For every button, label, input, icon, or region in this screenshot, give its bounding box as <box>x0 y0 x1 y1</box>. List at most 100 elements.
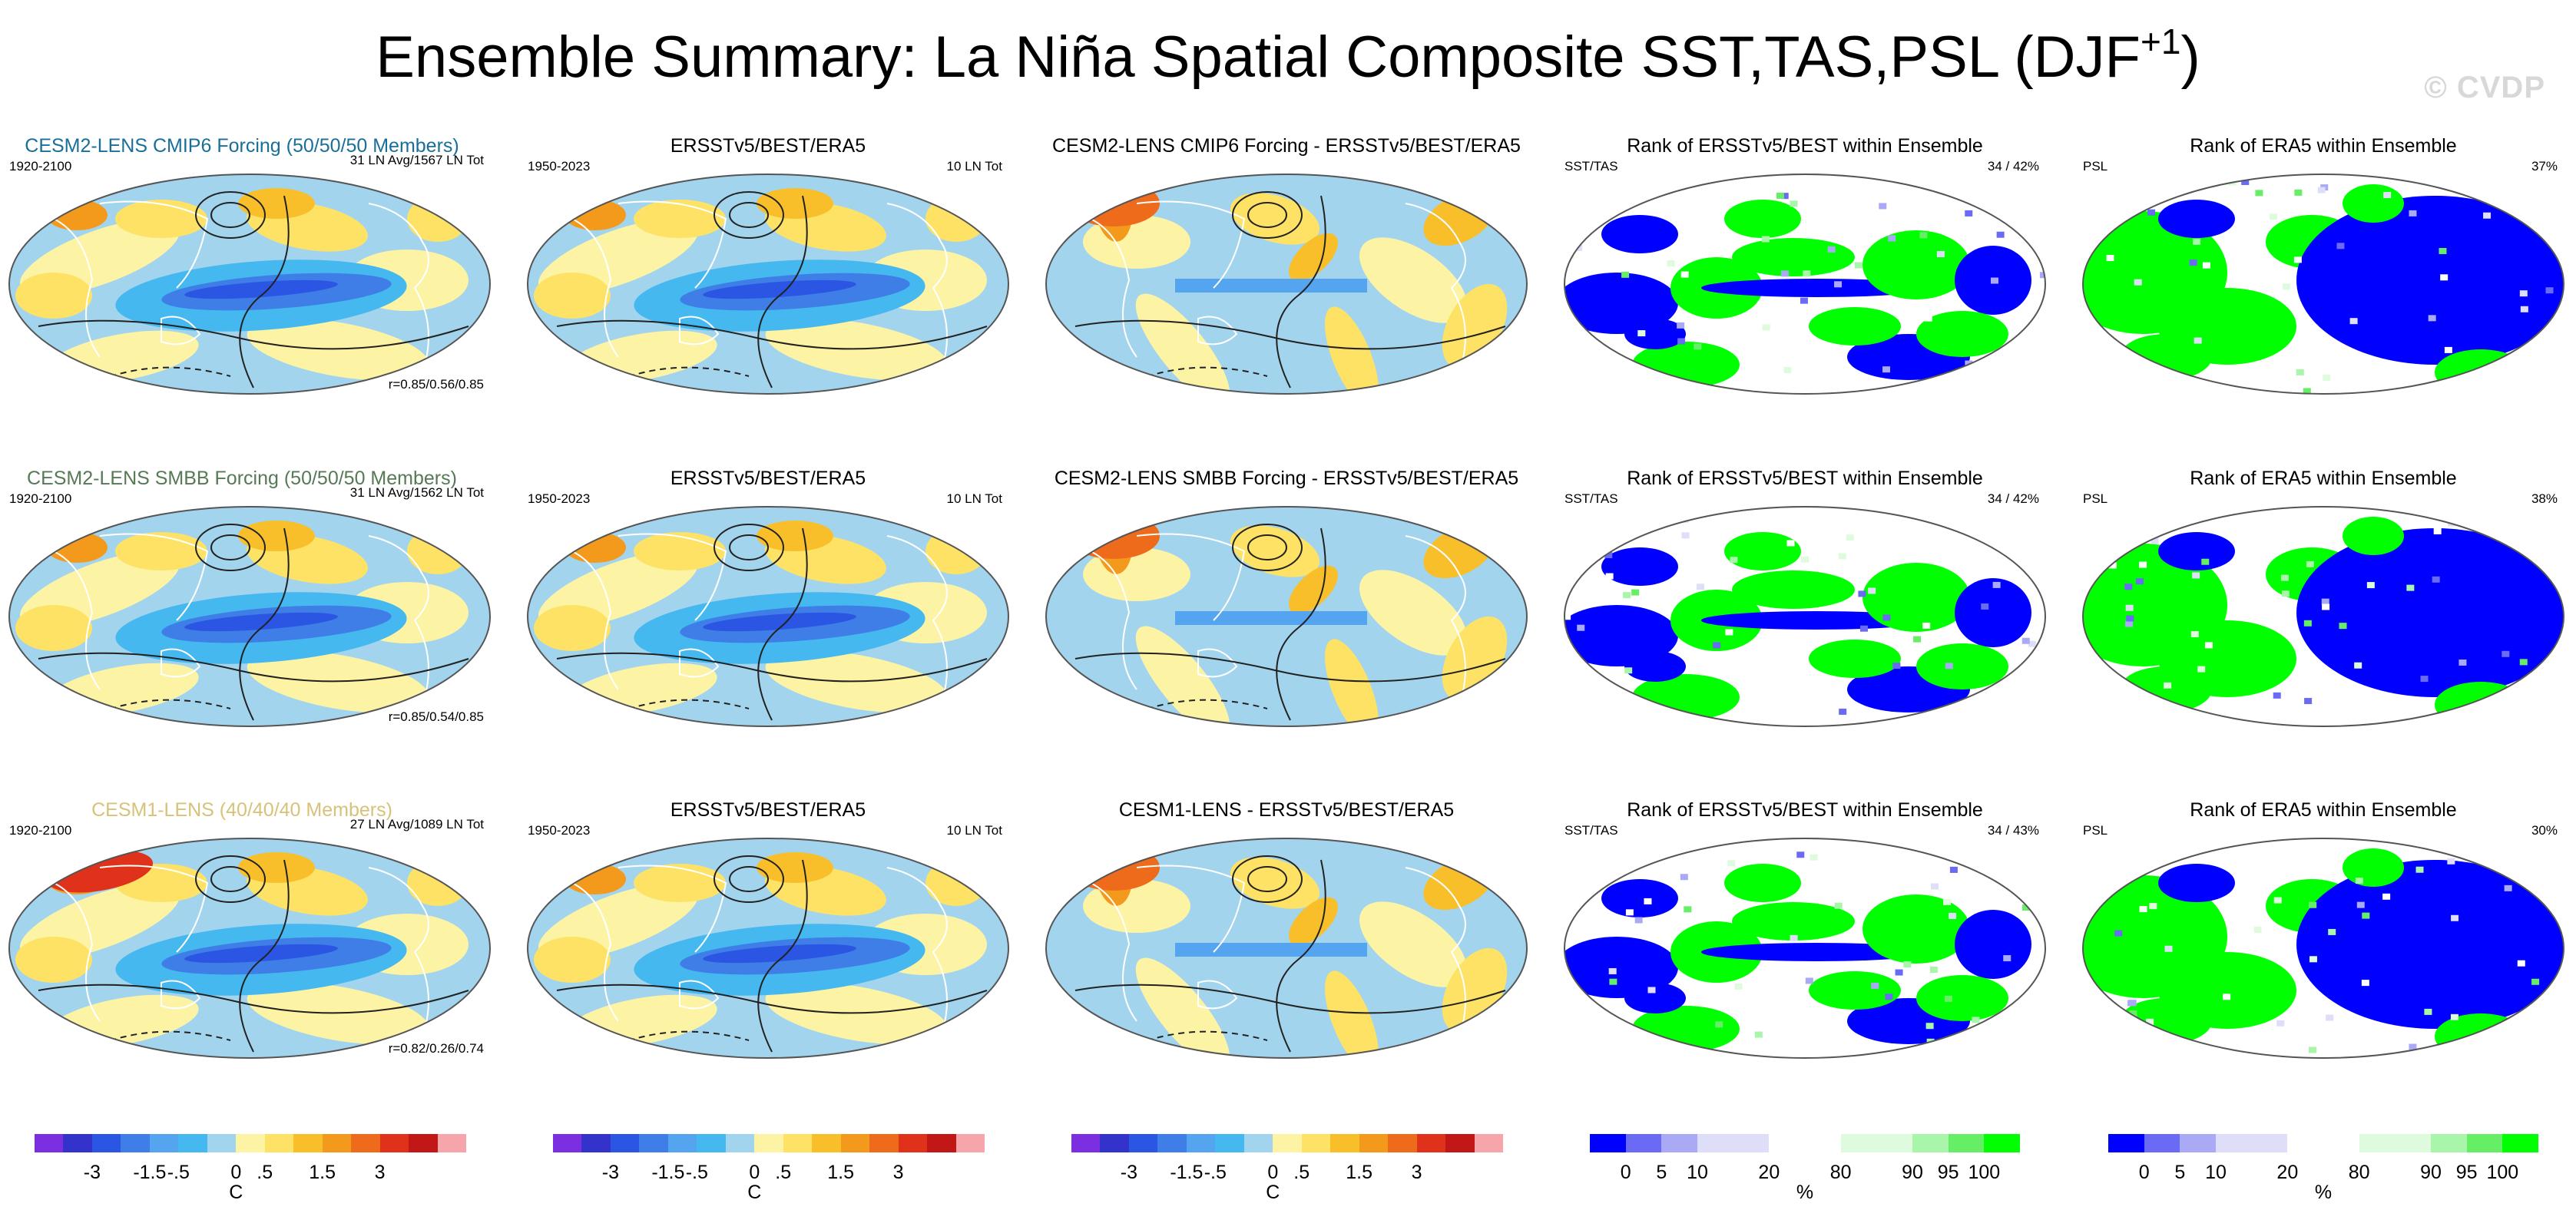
colorbar-swatch <box>2359 1134 2432 1152</box>
rank-cell <box>2551 855 2560 862</box>
rank-cell <box>1623 592 1631 599</box>
rank-cell <box>2309 901 2317 908</box>
rank-cell <box>2326 1014 2334 1021</box>
rank-cell <box>1944 995 1952 1002</box>
colorbar-swatch <box>667 1134 697 1152</box>
colorbar-tick-label: .5 <box>1293 1162 1310 1183</box>
colorbar-swatch <box>409 1134 439 1152</box>
high-rank-region <box>1862 894 1970 964</box>
map-panel-model: CESM2-LENS CMIP6 Forcing (50/50/50 Membe… <box>8 134 492 405</box>
psl-contour <box>195 855 266 903</box>
rank-cell <box>1730 557 1738 564</box>
rank-cell <box>2520 306 2528 312</box>
map-model <box>8 505 492 732</box>
colorbar-swatch <box>610 1134 640 1152</box>
rank-cell <box>2304 698 2313 705</box>
rank-cell <box>1885 994 1893 1000</box>
africa-outline <box>571 218 619 358</box>
map-psl <box>2081 505 2565 732</box>
panel-title: ERSSTv5/BEST/ERA5 <box>670 799 866 821</box>
psl-contour <box>729 866 769 892</box>
rank-cell <box>2083 722 2091 726</box>
rank-cell <box>2531 978 2540 985</box>
rank-cell <box>2356 901 2365 908</box>
colorbar-tick-label: .5 <box>257 1162 273 1183</box>
rank-cell <box>2146 508 2154 514</box>
rank-cell <box>2164 682 2172 689</box>
rank-cell <box>1564 613 1571 620</box>
colorbar-tick-label: 90 <box>1902 1162 1923 1183</box>
warm-anomaly <box>238 521 315 551</box>
map-border <box>8 506 491 727</box>
panel-title: Rank of ERA5 within Ensemble <box>2190 468 2457 489</box>
colorbar-tick-label: -3 <box>83 1162 101 1183</box>
rank-cell <box>2147 209 2156 216</box>
rank-cell <box>2440 274 2449 281</box>
rank-cell <box>1922 622 1931 629</box>
colorbar-swatch <box>955 1134 985 1152</box>
figure-title-main: Ensemble Summary: La Niña Spatial Compos… <box>376 25 2141 90</box>
rank-cell <box>1677 338 1686 345</box>
rank-cell <box>2149 903 2157 910</box>
low-rank-region <box>1601 215 1678 253</box>
colorbar-swatch <box>236 1134 266 1152</box>
rank-cell <box>1684 906 1692 913</box>
rank-cell <box>2038 895 2045 902</box>
colorbar-unit: C <box>1266 1182 1280 1203</box>
colorbar-swatch <box>1625 1134 1662 1152</box>
warm-anomaly <box>1068 845 1160 891</box>
map-border <box>1045 838 1528 1059</box>
rank-cell <box>1694 343 1702 350</box>
asia-outline <box>1136 865 1246 953</box>
rank-cell <box>1609 978 1617 985</box>
rank-cell <box>1587 382 1595 388</box>
figure-title: Ensemble Summary: La Niña Spatial Compos… <box>0 23 2576 92</box>
rank-cell <box>2139 906 2147 913</box>
rank-cell <box>2223 994 2231 1000</box>
high-rank-region <box>1809 307 1901 346</box>
continent-outlines <box>53 200 429 373</box>
psl-contour <box>239 527 290 721</box>
globe-map <box>1564 838 2046 1059</box>
rank-cell <box>2164 945 2173 952</box>
globe-map <box>8 838 491 1059</box>
rank-cell <box>1839 708 1847 715</box>
panel-title: CESM1-LENS - ERSSTv5/BEST/ERA5 <box>1118 799 1455 821</box>
americas-outline <box>368 867 429 1037</box>
colorbar-swatch <box>2466 1134 2503 1152</box>
rank-cell <box>2124 620 2133 627</box>
panel-label-left: SST/TAS <box>1564 159 1618 174</box>
sst-field <box>528 174 1008 394</box>
psl-contour <box>757 859 808 1053</box>
warm-anomaly <box>634 200 726 238</box>
psl-contour <box>1247 534 1287 560</box>
rank-cell <box>2122 209 2131 216</box>
map-border <box>8 838 491 1059</box>
warm-anomaly <box>634 864 726 902</box>
rank-cell <box>1949 912 1957 919</box>
cold-core <box>703 279 856 299</box>
warm-anomaly <box>46 200 108 230</box>
rank-cell <box>2141 863 2149 870</box>
colorbar-swatch <box>2431 1134 2468 1152</box>
colorbar-swatch <box>1474 1134 1504 1152</box>
colorbar-swatch <box>1215 1134 1245 1152</box>
map-panel-psl: Rank of ERA5 within Ensemble PSL 30% <box>2081 798 2565 1069</box>
rank-cell <box>2108 562 2117 569</box>
warm-anomaly <box>925 528 987 574</box>
anomaly-patch <box>1325 970 1379 1058</box>
australia-outline <box>679 648 720 678</box>
rank-cell <box>2354 662 2362 669</box>
colorbar-swatch <box>2287 1134 2360 1152</box>
panel-label-right: 30% <box>2531 823 2558 838</box>
warm-anomaly <box>925 196 987 242</box>
colorbar-swatch <box>1445 1134 1475 1152</box>
rank-speckle <box>2085 178 2564 394</box>
rank-cell <box>1895 969 1903 976</box>
colorbar-swatch <box>437 1134 467 1152</box>
panel-label-right: 10 LN Tot <box>946 491 1002 506</box>
rank-cell <box>1929 967 1938 974</box>
map-panel-diff: CESM2-LENS CMIP6 Forcing - ERSSTv5/BEST/… <box>1045 134 1528 405</box>
rank-cell <box>2273 692 2281 699</box>
sst-field <box>528 507 1008 726</box>
